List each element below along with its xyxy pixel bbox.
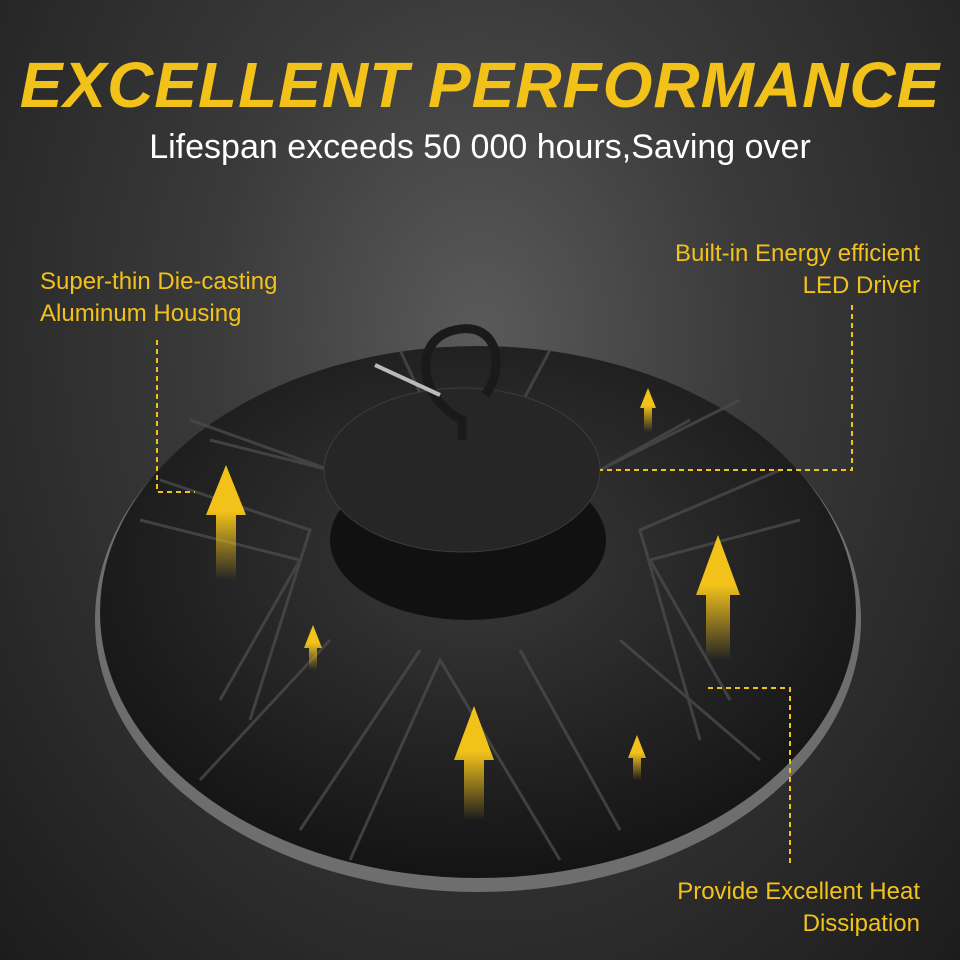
callout-line: Super-thin Die-casting [40, 268, 278, 295]
callout-line: LED Driver [802, 272, 920, 299]
callout-line: Aluminum Housing [40, 300, 242, 327]
arrow-up-icon [304, 625, 322, 670]
arrow-up-icon [640, 388, 656, 432]
callout-housing: Super-thin Die-casting Aluminum Housing [40, 266, 277, 330]
callout-leader-lines [156, 305, 853, 865]
driver-housing-top [323, 387, 601, 553]
safety-pin [374, 363, 441, 397]
callout-line: Provide Excellent Heat [677, 878, 920, 905]
arrow-up-icon [696, 535, 740, 660]
callout-heat-dissipation: Provide Excellent Heat Dissipation [677, 876, 920, 940]
page-title: EXCELLENT PERFORMANCE [19, 49, 941, 121]
arrow-up-icon [206, 465, 246, 580]
arrow-up-icon [628, 735, 646, 780]
airflow-arrows [206, 388, 740, 820]
callout-driver: Built-in Energy efficient LED Driver [675, 238, 920, 302]
page-subtitle: Lifespan exceeds 50 000 hours,Saving ove… [149, 128, 811, 166]
callout-line: Built-in Energy efficient [674, 240, 920, 267]
hook-icon [421, 324, 501, 440]
arrow-up-icon [454, 706, 494, 820]
callout-line: Dissipation [802, 910, 920, 937]
